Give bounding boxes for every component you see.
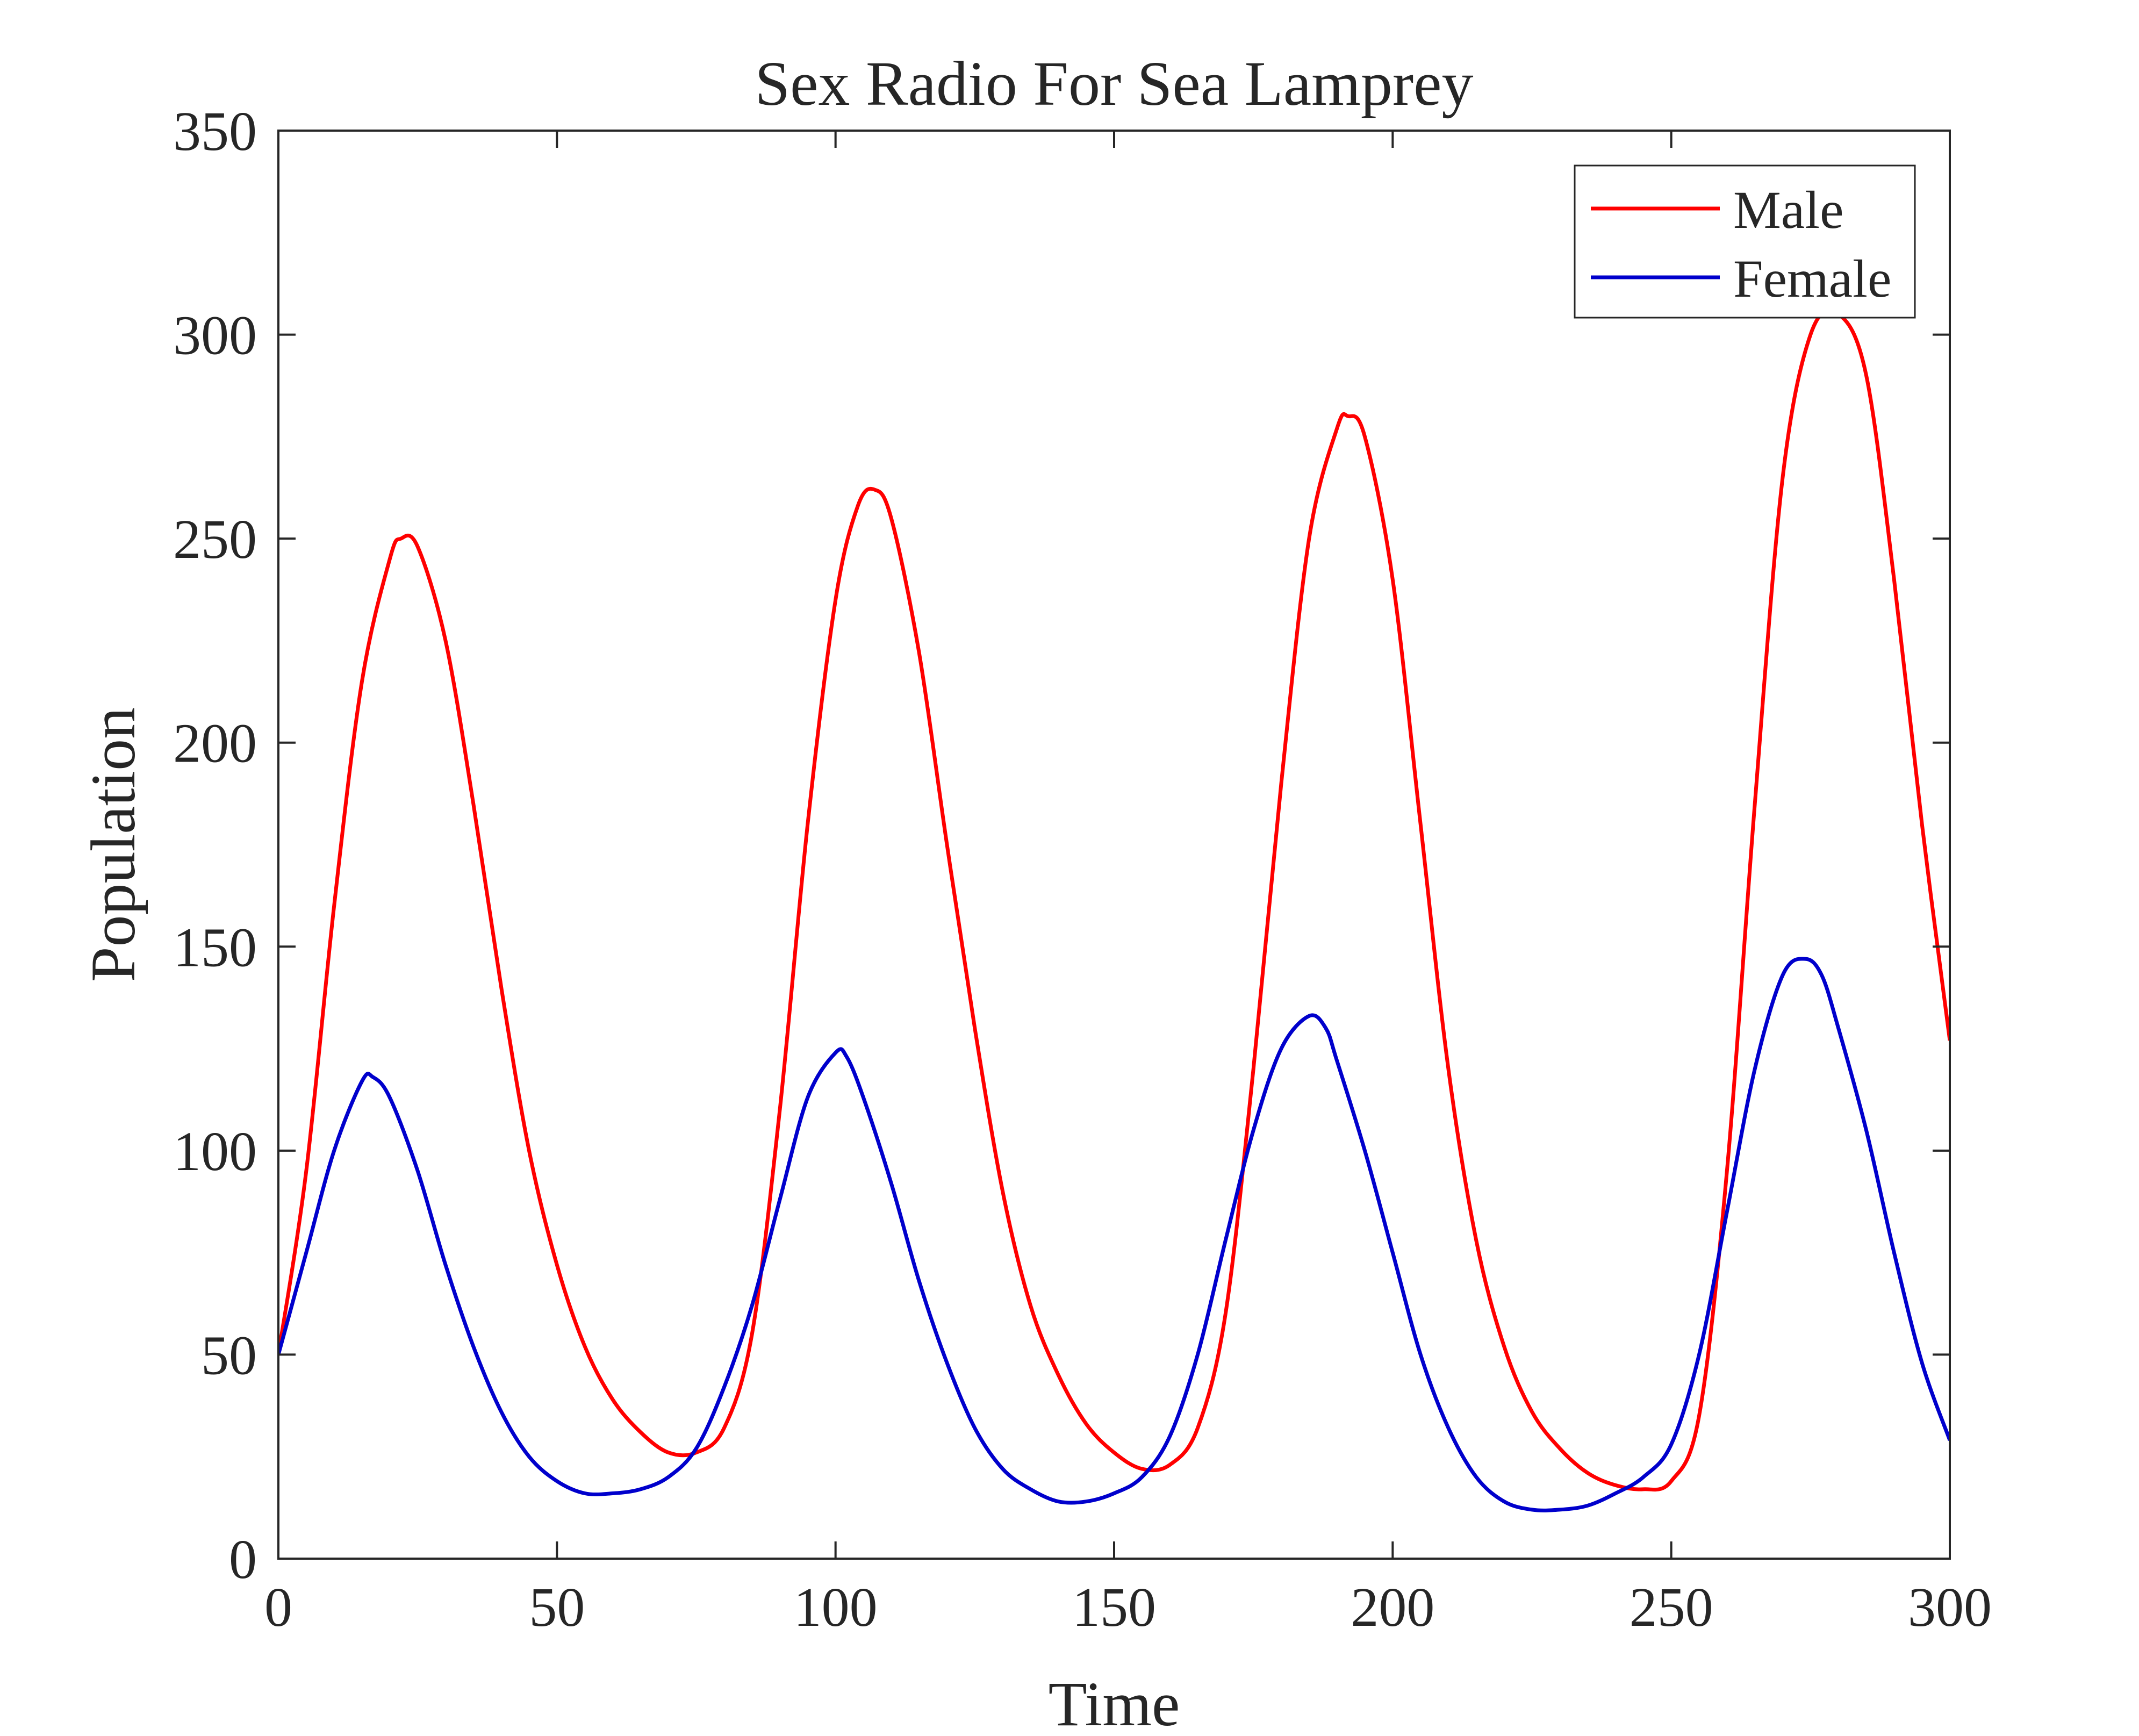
y-tick-label: 300 (173, 305, 257, 367)
series-line-female (278, 957, 1950, 1512)
x-tick-label: 0 (264, 1576, 292, 1638)
legend-label-female: Female (1733, 249, 1891, 309)
chart-title: Sex Radio For Sea Lamprey (755, 48, 1473, 119)
x-tick-label: 300 (1908, 1576, 1992, 1638)
legend: Male Female (1574, 164, 1916, 319)
y-tick-label: 50 (201, 1324, 257, 1386)
x-tick-label: 50 (529, 1576, 585, 1638)
y-tick-label: 150 (173, 916, 257, 978)
y-tick-label: 200 (173, 713, 257, 774)
y-tick-label: 0 (229, 1529, 257, 1590)
y-tick-label: 250 (173, 508, 257, 570)
y-axis: 0 50 100 150 200 250 300 350 (173, 101, 1950, 1590)
x-tick-label: 250 (1630, 1576, 1713, 1638)
y-tick-label: 100 (173, 1121, 257, 1182)
plot-area (278, 131, 1950, 1559)
x-tick-label: 100 (794, 1576, 878, 1638)
x-axis-label: Time (1049, 1669, 1180, 1736)
x-axis: 0 50 100 150 200 250 300 (264, 131, 1992, 1638)
x-tick-label: 150 (1072, 1576, 1156, 1638)
legend-label-male: Male (1733, 180, 1843, 240)
y-axis-label: Population (78, 707, 148, 982)
series-line-male (278, 309, 1950, 1492)
legend-box (1574, 164, 1916, 319)
x-tick-label: 200 (1351, 1576, 1434, 1638)
y-tick-label: 350 (173, 101, 257, 162)
plot-lines (278, 309, 1950, 1512)
